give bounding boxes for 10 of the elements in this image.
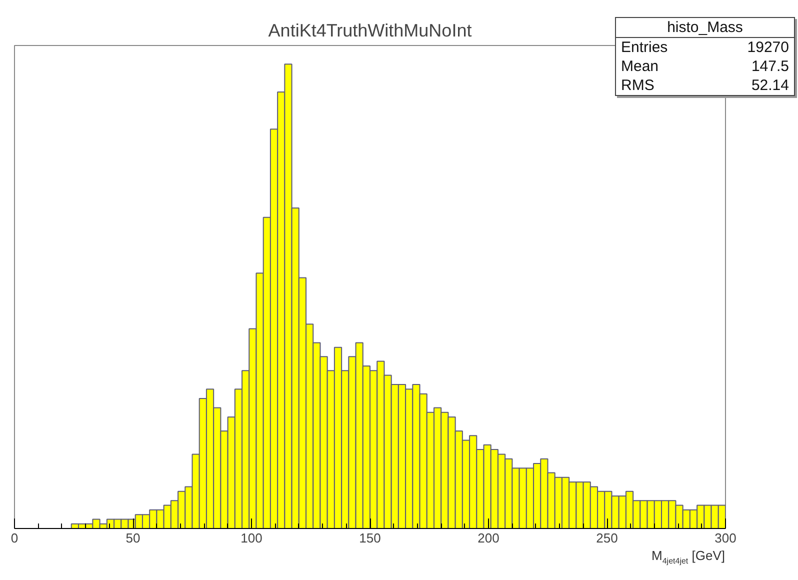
xlabel: M$_{4jet4jet}$ [GeV] — [652, 548, 725, 566]
x-tick-label: 300 — [714, 530, 736, 546]
x-tick-label: 150 — [359, 530, 381, 546]
x-tick-label: 50 — [126, 530, 140, 546]
stats-box: histo_Mass Entries 19270 Mean 147.5 RMS 52.14 — [615, 17, 795, 96]
x-tick-label: 250 — [596, 530, 618, 546]
chart-title: AntiKt4TruthWithMuNoInt — [268, 20, 472, 40]
x-tick-label: 0 — [10, 530, 18, 546]
x-tick-label: 100 — [240, 530, 262, 546]
x-tick-label: 200 — [478, 530, 500, 546]
